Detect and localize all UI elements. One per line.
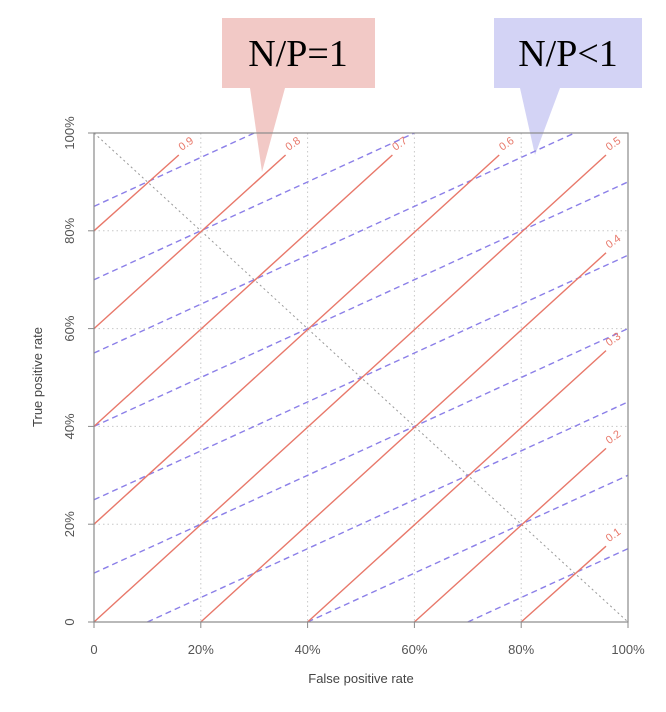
iso-line-label: 0.2 xyxy=(604,428,623,447)
iso-line-np-less-1 xyxy=(93,327,629,574)
iso-line-np-1 xyxy=(307,350,607,623)
iso-line-label: 0.9 xyxy=(177,135,196,154)
x-tick-label: 100% xyxy=(611,642,645,657)
callout-pointer xyxy=(250,88,285,172)
y-axis-label: True positive rate xyxy=(30,327,45,427)
callout-label: N/P=1 xyxy=(248,33,348,75)
iso-line-label: 0.4 xyxy=(604,233,623,252)
y-tick-label: 40% xyxy=(62,413,77,439)
diagonal-reference-line xyxy=(93,132,629,623)
iso-line-np-less-1 xyxy=(147,401,629,623)
iso-line-np-less-1 xyxy=(93,181,629,428)
iso-line-np-less-1 xyxy=(93,132,415,281)
iso-line-np-1 xyxy=(93,154,607,623)
iso-line-np-less-1 xyxy=(93,132,575,354)
iso-line-np-less-1 xyxy=(93,132,255,207)
x-tick-label: 0 xyxy=(90,642,97,657)
iso-line-np-1 xyxy=(93,154,393,427)
x-tick-label: 80% xyxy=(508,642,534,657)
y-tick-label: 0 xyxy=(62,618,77,625)
callout-label: N/P<1 xyxy=(518,33,618,75)
iso-line-label: 0.1 xyxy=(604,526,623,545)
callout-np-less-1: N/P<1 xyxy=(494,18,642,155)
iso-line-np-1 xyxy=(93,154,500,525)
iso-line-label: 0.5 xyxy=(604,135,623,154)
y-tick-label: 60% xyxy=(62,315,77,341)
callout-pointer xyxy=(520,88,560,155)
iso-line-np-1 xyxy=(200,252,607,623)
y-tick-label: 80% xyxy=(62,217,77,243)
iso-line-label: 0.7 xyxy=(390,135,409,154)
iso-line-label: 0.3 xyxy=(604,330,623,349)
callout-box xyxy=(494,18,642,88)
iso-line-np-1 xyxy=(413,447,607,623)
x-tick-label: 60% xyxy=(401,642,427,657)
iso-line-np-1 xyxy=(93,154,287,330)
x-tick-label: 20% xyxy=(188,642,214,657)
callout-box xyxy=(222,18,375,88)
iso-line-np-1 xyxy=(93,154,180,232)
iso-line-np-less-1 xyxy=(307,474,629,623)
iso-line-label: 0.8 xyxy=(283,135,302,154)
y-tick-label: 20% xyxy=(62,511,77,537)
plot-frame xyxy=(93,132,629,623)
plot-area: 0.9 0.8 0.7 0.6 0.5 0.4 0.3 0.2 0.1 0 20% 40% 60% 80%… xyxy=(62,116,645,657)
iso-line-np-less-1 xyxy=(93,254,629,501)
iso-line-np-1 xyxy=(520,545,607,623)
x-axis-label: False positive rate xyxy=(308,671,414,686)
iso-line-np-less-1 xyxy=(467,548,629,623)
callout-np-equal-1: N/P=1 xyxy=(222,18,375,172)
y-tick-label: 100% xyxy=(62,116,77,150)
x-tick-label: 40% xyxy=(295,642,321,657)
iso-line-label: 0.6 xyxy=(497,135,516,154)
